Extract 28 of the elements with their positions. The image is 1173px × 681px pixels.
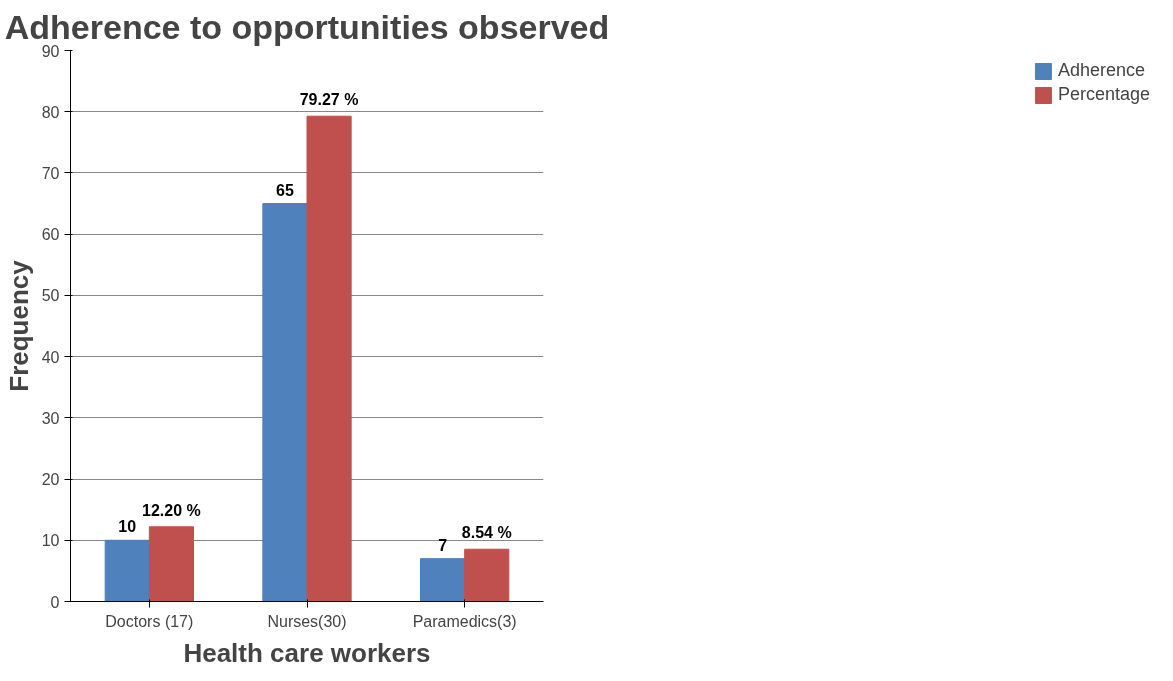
x-tick-label: Paramedics(3) bbox=[412, 612, 517, 630]
bar bbox=[420, 558, 466, 602]
legend-label: Adherence bbox=[1057, 60, 1145, 81]
y-axis-title: Frequency bbox=[3, 259, 34, 392]
y-tick-label: 80 bbox=[41, 103, 60, 121]
data-label: 8.54 % bbox=[461, 524, 512, 542]
legend-label: Percentage bbox=[1057, 84, 1150, 105]
bar bbox=[464, 548, 510, 602]
data-label: 10 bbox=[118, 518, 137, 536]
data-label: 7 bbox=[438, 536, 448, 554]
bar bbox=[148, 526, 194, 602]
x-axis-title: Health care workers bbox=[183, 637, 431, 668]
bar bbox=[104, 539, 150, 602]
x-tick-label: Nurses(30) bbox=[267, 612, 347, 630]
data-label: 65 bbox=[276, 181, 294, 199]
data-label: 79.27 % bbox=[299, 91, 359, 109]
y-tick-label: 40 bbox=[41, 348, 60, 366]
y-tick-label: 30 bbox=[41, 409, 60, 427]
y-tick-label: 60 bbox=[41, 226, 60, 244]
y-tick-label: 0 bbox=[50, 593, 60, 611]
y-tick-label: 50 bbox=[41, 287, 60, 305]
bar bbox=[262, 203, 308, 602]
bar bbox=[306, 115, 352, 602]
x-tick-label: Doctors (17) bbox=[105, 612, 194, 630]
data-label: 12.20 % bbox=[142, 501, 201, 519]
y-tick-label: 70 bbox=[41, 164, 60, 182]
y-tick-label: 10 bbox=[41, 532, 60, 550]
y-tick-label: 20 bbox=[41, 471, 60, 489]
